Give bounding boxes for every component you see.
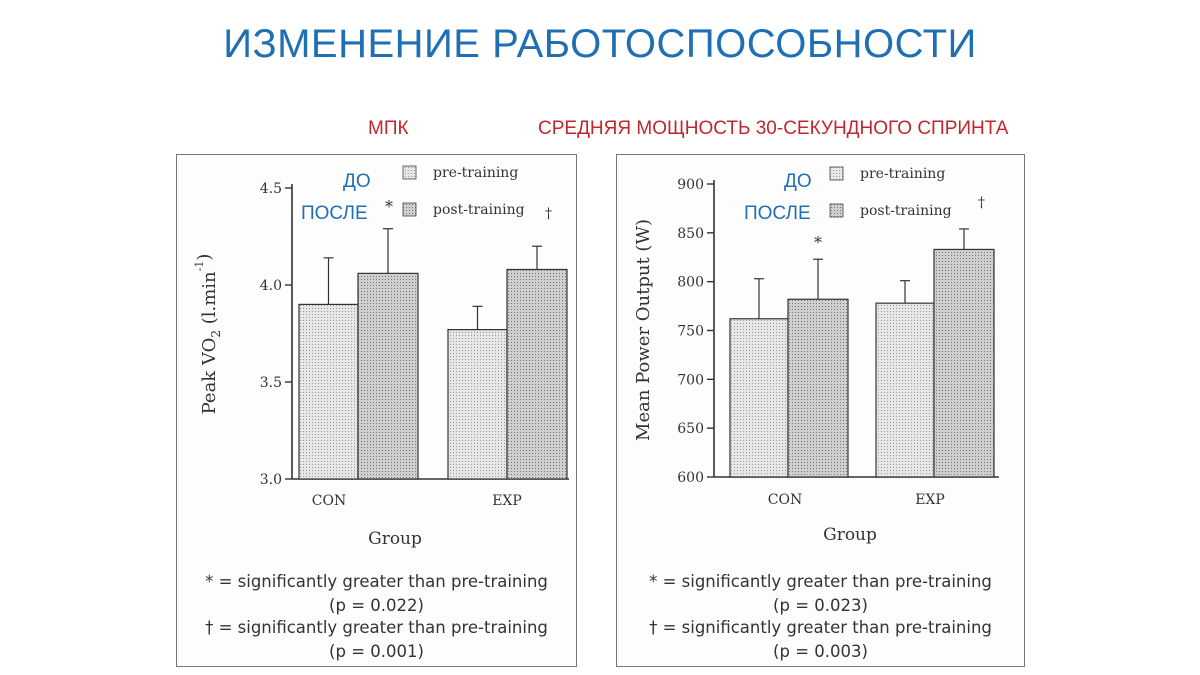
y-tick-label: 3.5 — [260, 375, 282, 391]
y-tick-label: 4.5 — [260, 181, 282, 197]
label-after-vo2: ПОСЛЕ — [301, 203, 368, 224]
footnote-star-p-vo2: (p = 0.022) — [329, 596, 424, 615]
footnote-dagger-p-vo2: (p = 0.001) — [329, 642, 424, 661]
x-axis-label: Group — [823, 525, 877, 545]
label-after-power: ПОСЛЕ — [744, 203, 811, 224]
footnote-star-p-power: (p = 0.023) — [773, 596, 868, 615]
y-tick-label: 700 — [677, 372, 704, 388]
chart-vo2: 3.0 3.5 4.0 4.5 CON EXP Group Peak VO2 (l.min-1… — [193, 165, 569, 549]
y-axis-label: Peak VO2 (l.min-1) — [193, 254, 223, 415]
subtitle-sprint-power: СРЕДНЯЯ МОЩНОСТЬ 30-СЕКУНДНОГО СПРИНТА — [538, 118, 1009, 139]
legend-label-post-training: post-training — [433, 202, 525, 218]
chart-power: 600 650 700 750 800 850 900 CON EXP Group Mean Pow… — [633, 166, 999, 545]
y-axis-label-part: ) — [194, 254, 215, 261]
legend-dagger-mark: † — [545, 206, 552, 222]
category-label: CON — [312, 493, 346, 509]
bar-pre-training-exp — [875, 302, 935, 478]
y-tick-label: 800 — [677, 275, 704, 291]
y-axis-label-part: -1 — [193, 261, 206, 272]
footnote-star-power: * = significantly greater than pre-train… — [649, 572, 992, 591]
y-tick-label: 4.0 — [260, 278, 282, 294]
y-axis-label-part: (l.min — [199, 271, 220, 330]
footnote-dagger-power: † = significantly greater than pre-train… — [649, 618, 992, 637]
subtitle-vo2max: МПК — [368, 118, 409, 139]
bar-post-training-con — [787, 298, 849, 478]
bar-post-training-con — [357, 272, 419, 480]
y-tick-label: 600 — [677, 470, 704, 486]
significance-star: * — [814, 233, 822, 252]
legend-dagger-mark: † — [978, 195, 985, 211]
y-axis-label-part: Peak VO — [199, 338, 220, 415]
chart-panel-power: 600 650 700 750 800 850 900 CON EXP Group Mean Pow… — [616, 154, 1025, 667]
footnote-dagger-vo2: † = significantly greater than pre-train… — [205, 618, 548, 637]
bar-post-training-exp — [506, 268, 568, 480]
bar-post-training-exp — [933, 248, 995, 478]
category-label: CON — [768, 492, 802, 508]
footnote-star-vo2: * = significantly greater than pre-train… — [205, 572, 548, 591]
slide-title: ИЗМЕНЕНИЕ РАБОТОСПОСОБНОСТИ — [223, 22, 977, 66]
legend-swatch-post-training — [402, 202, 417, 217]
legend-swatch-post-training — [829, 203, 844, 218]
chart-panel-vo2: 3.0 3.5 4.0 4.5 CON EXP Group Peak VO2 (l.min-1… — [176, 154, 577, 667]
bar-pre-training-exp — [447, 329, 508, 480]
y-tick-label: 850 — [677, 226, 704, 242]
y-axis-label-part: 2 — [209, 330, 223, 338]
y-tick-label: 650 — [677, 421, 704, 437]
legend-label-pre-training: pre-training — [860, 166, 945, 182]
category-label: EXP — [492, 493, 522, 509]
category-label: EXP — [915, 492, 945, 508]
label-before-power: ДО — [784, 171, 812, 192]
y-tick-label: 900 — [677, 177, 704, 193]
y-axis-label: Mean Power Output (W) — [633, 219, 654, 441]
bar-pre-training-con — [729, 318, 789, 478]
legend-star-mark: * — [385, 197, 393, 216]
legend-label-pre-training: pre-training — [433, 165, 518, 181]
y-tick-label: 3.0 — [260, 472, 282, 488]
label-before-vo2: ДО — [343, 171, 371, 192]
footnote-dagger-p-power: (p = 0.003) — [773, 642, 868, 661]
y-tick-label: 750 — [677, 324, 704, 340]
legend-label-post-training: post-training — [860, 203, 952, 219]
legend-swatch-pre-training — [829, 166, 844, 181]
legend-swatch-pre-training — [402, 165, 417, 180]
x-axis-label: Group — [368, 529, 422, 549]
bar-pre-training-con — [298, 303, 359, 480]
